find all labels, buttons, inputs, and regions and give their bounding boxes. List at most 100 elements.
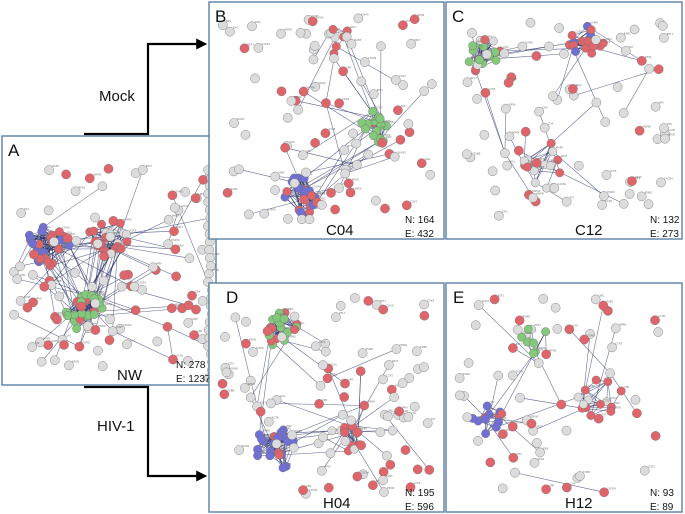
- node-label: VPR: [577, 39, 582, 43]
- network-edge: [314, 149, 345, 198]
- node-label: RPS6: [645, 55, 652, 59]
- node-label: VPR: [348, 378, 353, 382]
- network-node: [320, 128, 331, 138]
- node-label: RPL7: [350, 25, 357, 29]
- node-label: CXCR4: [312, 185, 321, 189]
- network-node: [103, 163, 114, 174]
- network-node: [341, 31, 352, 42]
- network-node: [298, 86, 309, 97]
- network-edge: [527, 151, 553, 165]
- node-label: ENV: [286, 424, 292, 428]
- network-node: [331, 312, 341, 322]
- node-label: NFKB: [668, 133, 675, 137]
- node-label: POL: [510, 160, 516, 164]
- node-label: CCR5: [648, 465, 655, 469]
- network-node: [403, 412, 414, 422]
- network-node: [89, 310, 99, 319]
- network-node: [35, 254, 45, 264]
- network-edge: [475, 70, 506, 154]
- panel-e-nodes: CD4HSP90TATGAGPOLCXCR4ACTBEEF1HNRNRPS6SU…: [454, 293, 665, 498]
- node-label: CDK9: [427, 299, 435, 303]
- node-label: SUMO: [525, 41, 533, 45]
- node-label: RPS6: [319, 340, 326, 344]
- node-label: EEF1: [380, 299, 387, 303]
- node-label: CDK9: [633, 176, 641, 180]
- network-node: [163, 214, 174, 225]
- node-label: SRSF: [386, 474, 393, 478]
- network-node: [390, 75, 401, 85]
- node-label: PPIA: [516, 452, 522, 456]
- network-edge: [532, 407, 587, 431]
- network-edge: [13, 314, 80, 347]
- network-node: [170, 244, 181, 255]
- node-label: GAG: [284, 321, 290, 325]
- network-node: [221, 367, 232, 378]
- network-node: [508, 343, 518, 353]
- network-node: [220, 331, 230, 342]
- network-node: [398, 20, 408, 31]
- node-label: MAPK: [237, 117, 245, 121]
- network-node: [658, 20, 668, 31]
- node-label: EEF1: [62, 243, 69, 247]
- network-node: [346, 415, 356, 426]
- network-node: [248, 347, 258, 357]
- node-label: CD4: [349, 164, 355, 168]
- network-node: [43, 257, 53, 267]
- network-node: [250, 73, 260, 84]
- node-label: HNRN: [619, 322, 627, 326]
- node-label: ACTB: [414, 481, 421, 485]
- node-label: SUMO: [398, 151, 406, 155]
- node-label: SRSF: [278, 171, 285, 175]
- network-node: [531, 157, 542, 168]
- network-node: [234, 445, 244, 455]
- network-node: [555, 168, 565, 178]
- network-node: [498, 429, 508, 439]
- network-node: [28, 249, 39, 260]
- node-label: CD4: [548, 122, 554, 126]
- panel-c-letter: C: [452, 7, 464, 26]
- node-label: TUBB: [420, 345, 427, 349]
- node-label: TAT: [431, 417, 436, 421]
- network-edge: [101, 246, 118, 309]
- network-node: [378, 475, 388, 486]
- network-node: [596, 399, 605, 409]
- network-edge: [571, 45, 606, 123]
- network-node: [245, 392, 256, 403]
- node-label: CXCR4: [309, 488, 318, 492]
- node-label: RPS6: [418, 13, 425, 17]
- node-label: CDK9: [482, 299, 490, 303]
- network-node: [334, 183, 344, 193]
- network-node: [357, 348, 368, 358]
- node-label: RAB5: [295, 429, 302, 433]
- network-node: [461, 149, 472, 159]
- node-label: CCR5: [399, 74, 406, 78]
- node-label: TAT: [406, 19, 411, 23]
- network-node: [579, 399, 588, 409]
- node-label: HNRN: [607, 190, 615, 194]
- node-label: SRSF: [60, 314, 67, 318]
- node-label: CCR5: [98, 290, 105, 294]
- network-node: [639, 465, 650, 476]
- node-label: HSP90: [530, 414, 539, 418]
- node-label: CXCR4: [664, 176, 673, 180]
- panel-a: CD4 HSP90 TAT GAG POL CXCR4 ACTB EEF1 HNRN RPS6 SU…: [1, 135, 222, 386]
- node-label: TAT: [35, 341, 40, 345]
- node-label: RPL7: [102, 293, 109, 297]
- node-label: RPL7: [414, 38, 421, 42]
- network-node: [526, 418, 537, 429]
- network-node: [561, 196, 572, 207]
- network-node: [601, 170, 612, 180]
- node-label: CCNT: [410, 199, 418, 203]
- node-label: VPR: [62, 290, 67, 294]
- network-edge: [504, 108, 507, 154]
- network-node: [575, 471, 585, 481]
- network-node: [259, 208, 270, 219]
- node-label: ACTB: [328, 127, 335, 131]
- panel-b-frame: [208, 1, 445, 240]
- node-label: POL: [71, 232, 77, 236]
- network-edge: [501, 331, 546, 414]
- node-label: PSMD: [361, 12, 368, 16]
- node-label: VPR: [624, 385, 629, 389]
- node-label: RAB5: [231, 187, 238, 191]
- network-node: [230, 312, 241, 323]
